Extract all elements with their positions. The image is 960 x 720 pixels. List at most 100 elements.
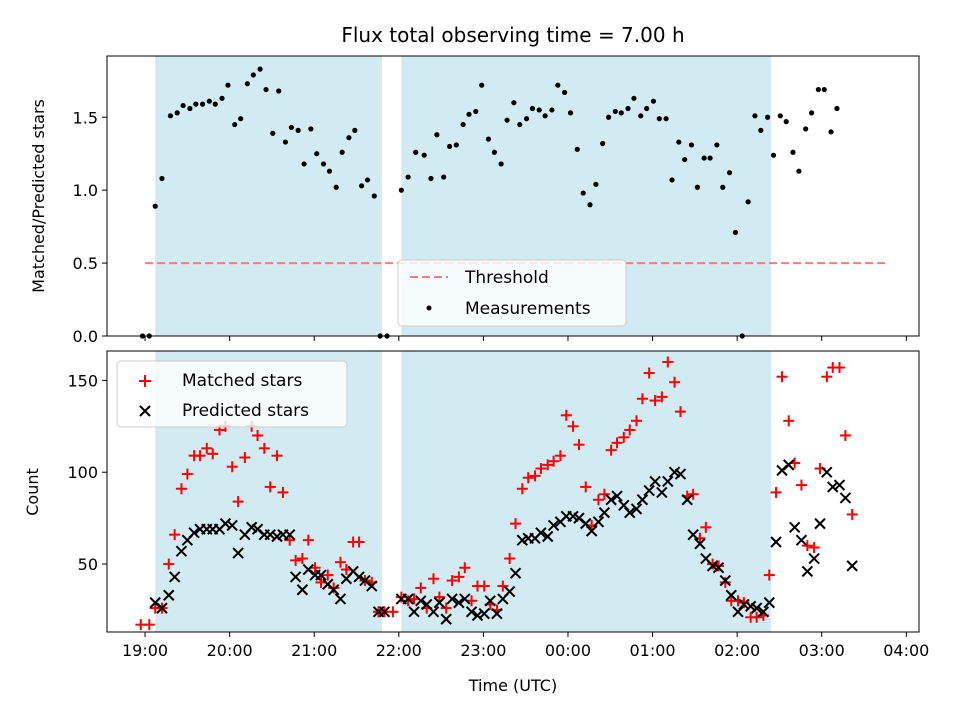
bottom-observing-windows (155, 351, 771, 632)
measurement-point (257, 66, 263, 72)
matched-star-point (669, 376, 681, 388)
x-tick-label: 02:00 (714, 641, 760, 660)
measurement-point (656, 116, 662, 122)
measurement-point (644, 105, 650, 112)
measurement-point (413, 149, 419, 155)
y-tick-label: 0.0 (73, 327, 98, 346)
measurement-point (688, 142, 695, 148)
matched-star-point (656, 391, 668, 403)
measurements-series (139, 66, 840, 339)
predicted-star-point (624, 506, 636, 519)
bottom-x-axis-ticks: 19:00 20:00 21:00 22:00 23:00 00:00 01:00 02:00… (122, 632, 929, 660)
predicted-star-point (674, 468, 687, 480)
predicted-star-point (484, 595, 496, 607)
predicted-star-point (770, 536, 782, 548)
measurement-point (219, 95, 225, 101)
matched-star-point (719, 576, 731, 588)
predicted-star-point (415, 595, 427, 607)
measurement-point (244, 81, 251, 87)
matched-star-point (143, 619, 155, 631)
predicted-star-point (219, 517, 232, 530)
top-x-axis-ticks (144, 336, 907, 341)
predicted-star-point (719, 574, 732, 587)
measurement-point (549, 107, 555, 113)
predicted-stars-series (149, 459, 858, 625)
measurement-point (720, 184, 726, 190)
measurement-point (206, 98, 212, 104)
matched-star-point (713, 560, 725, 572)
measurement-point (288, 124, 294, 131)
measurement-point (498, 161, 504, 167)
chart-title: Flux total observing time = 7.00 h (341, 23, 684, 47)
predicted-star-point (535, 527, 547, 539)
matched-star-point (302, 534, 314, 546)
matched-star-point (446, 575, 458, 587)
measurement-point (460, 121, 466, 128)
matched-star-point (687, 488, 699, 500)
matched-star-point (548, 455, 560, 467)
measurement-point (371, 193, 377, 199)
matched-star-point (296, 553, 308, 565)
predicted-star-point (630, 503, 643, 515)
matched-star-point (169, 529, 181, 541)
measurement-point (405, 174, 411, 180)
matched-star-point (535, 463, 547, 475)
matched-star-point (611, 437, 623, 449)
predicted-star-point (605, 494, 617, 506)
matched-star-point (674, 406, 686, 418)
predicted-star-point (783, 459, 795, 471)
predicted-star-point (264, 528, 276, 541)
matched-star-point (560, 409, 572, 421)
predicted-star-point (712, 562, 725, 574)
measurement-point (650, 98, 657, 104)
x-tick-label: 03:00 (799, 641, 845, 660)
matched-stars-series (135, 356, 858, 631)
top-y-axis-ticks: 0.0 0.5 1.0 1.5 (73, 108, 107, 346)
matched-star-point (529, 470, 541, 482)
predicted-star-point (618, 499, 630, 511)
x-tick-label: 20:00 (207, 641, 253, 660)
matched-star-point (440, 602, 452, 614)
matched-star-point (453, 571, 465, 583)
top-y-axis-label: Matched/Predicted stars (29, 99, 48, 293)
predicted-star-point (378, 606, 391, 618)
predicted-star-point (656, 486, 668, 499)
matched-legend-marker (139, 375, 151, 387)
y-tick-label: 0.5 (73, 254, 98, 273)
measurement-point (694, 184, 700, 190)
measurement-point (517, 121, 523, 128)
matched-star-point (700, 521, 712, 533)
predicted-star-point (471, 609, 484, 622)
measurement-point (745, 199, 751, 205)
measurement-point (250, 72, 256, 78)
measurement-point (701, 155, 707, 161)
predicted-star-point (491, 607, 503, 620)
matched-star-point (833, 362, 845, 374)
measurement-point (542, 113, 548, 119)
measurement-point (561, 89, 568, 96)
measurement-point (446, 143, 453, 150)
measurement-point (752, 113, 758, 119)
measurement-point (428, 175, 434, 182)
predicted-legend-label: Predicted stars (182, 401, 309, 421)
y-tick-label: 1.0 (73, 181, 98, 200)
predicted-star-point (643, 484, 655, 497)
measurement-point (682, 156, 688, 163)
measurement-point (523, 116, 530, 122)
predicted-star-point (327, 584, 340, 596)
matched-star-point (751, 611, 763, 623)
measurement-point (398, 187, 404, 193)
x-tick-label: 00:00 (545, 641, 591, 660)
x-tick-label: 19:00 (122, 641, 168, 660)
bottom-y-axis-label: Count (23, 468, 42, 516)
top-axes-frame (106, 55, 920, 337)
matched-star-point (328, 582, 340, 594)
matched-star-point (808, 542, 820, 554)
matched-star-point (649, 395, 661, 407)
predicted-star-point (585, 525, 598, 537)
matched-star-point (554, 450, 566, 462)
matched-star-point (334, 556, 346, 568)
measurement-point (815, 86, 821, 93)
measurement-point (676, 139, 682, 145)
matched-star-point (598, 488, 610, 500)
